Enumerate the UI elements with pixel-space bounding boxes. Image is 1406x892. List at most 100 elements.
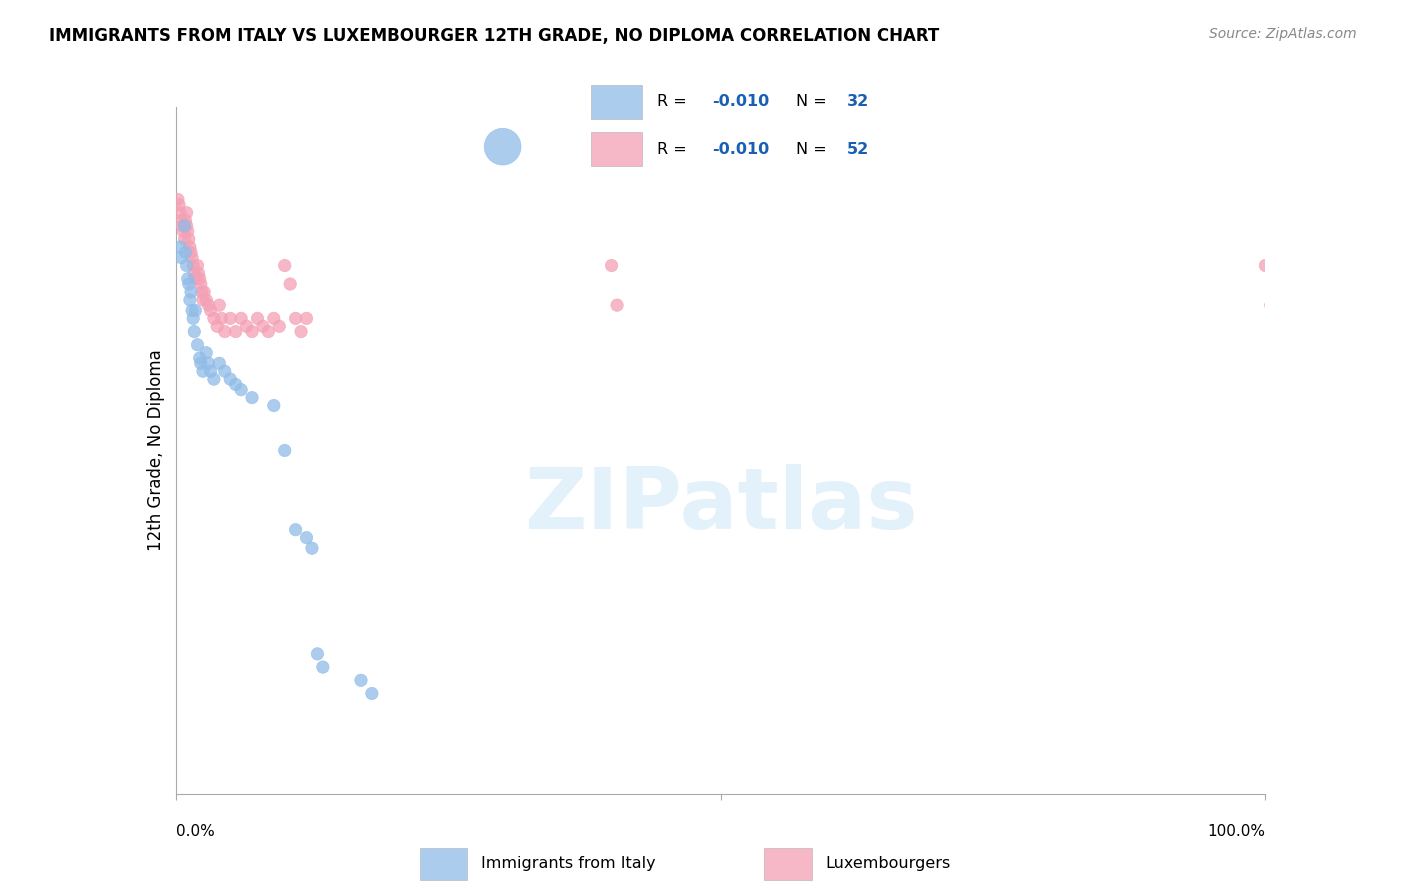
Point [202,311,225,326]
Point [181,311,204,326]
Point [219,372,242,386]
Bar [420,848,467,880]
Point [190,356,212,370]
Point [307,647,329,661]
Point [202,372,225,386]
Point [1260,298,1282,312]
Point [200,364,222,378]
Point [1254,259,1277,273]
Point [181,251,204,265]
Point [176,205,198,219]
Text: -0.010: -0.010 [711,95,769,110]
Point [274,259,297,273]
Point [263,311,285,326]
Point [176,219,198,233]
Point [606,298,628,312]
Point [180,245,202,260]
Point [225,377,247,392]
Point [181,259,204,273]
Text: R =: R = [657,142,692,157]
Text: N =: N = [796,142,832,157]
Point [235,319,257,334]
Point [197,356,219,370]
Point [600,259,623,273]
Point [231,383,253,397]
Point [184,272,207,286]
Point [301,541,323,556]
Point [177,232,200,246]
Point [211,311,233,326]
Point [195,293,218,307]
Point [179,240,201,254]
Text: Luxembourgers: Luxembourgers [825,855,950,871]
Point [193,285,215,299]
Point [186,338,209,352]
Point [169,205,191,219]
Point [191,364,214,378]
Point [361,686,384,700]
Point [246,311,269,326]
Point [191,293,214,307]
Point [205,319,228,334]
Point [195,345,218,359]
Point [492,139,515,153]
Text: Immigrants from Italy: Immigrants from Italy [481,855,655,871]
Point [181,303,204,318]
Point [169,240,191,254]
Point [295,311,318,326]
Point [231,311,253,326]
Text: N =: N = [796,95,832,110]
Point [290,325,312,339]
Text: R =: R = [657,95,692,110]
Text: IMMIGRANTS FROM ITALY VS LUXEMBOURGER 12TH GRADE, NO DIPLOMA CORRELATION CHART: IMMIGRANTS FROM ITALY VS LUXEMBOURGER 12… [49,27,939,45]
Point [219,311,242,326]
Point [172,219,194,233]
Point [350,673,373,688]
Point [214,325,236,339]
Point [252,319,274,334]
Point [269,319,291,334]
Point [173,219,195,233]
Point [188,272,211,286]
Point [174,245,197,260]
Point [188,351,211,365]
Point [174,213,197,227]
Point [184,303,207,318]
Point [208,298,231,312]
Point [200,303,222,318]
Point [225,325,247,339]
Point [177,272,200,286]
Point [190,277,212,291]
Point [172,224,194,238]
Text: 52: 52 [846,142,869,157]
Point [284,311,307,326]
Text: 32: 32 [846,95,869,110]
Point [240,325,263,339]
Point [284,523,307,537]
Bar [591,85,643,119]
Point [197,298,219,312]
Point [177,224,200,238]
Point [240,391,263,405]
Point [173,232,195,246]
Point [180,285,202,299]
Bar [765,848,811,880]
Text: ZIPatlas: ZIPatlas [523,464,918,547]
Point [295,531,318,545]
Point [183,267,205,281]
Point [170,213,193,227]
Text: -0.010: -0.010 [711,142,769,157]
Point [274,443,297,458]
Point [167,198,190,212]
Point [191,285,214,299]
Point [179,293,201,307]
Point [183,325,205,339]
Point [167,193,190,207]
Point [257,325,280,339]
Text: 100.0%: 100.0% [1208,824,1265,839]
Point [186,259,209,273]
Point [177,277,200,291]
Point [312,660,335,674]
Point [214,364,236,378]
Bar [591,132,643,166]
